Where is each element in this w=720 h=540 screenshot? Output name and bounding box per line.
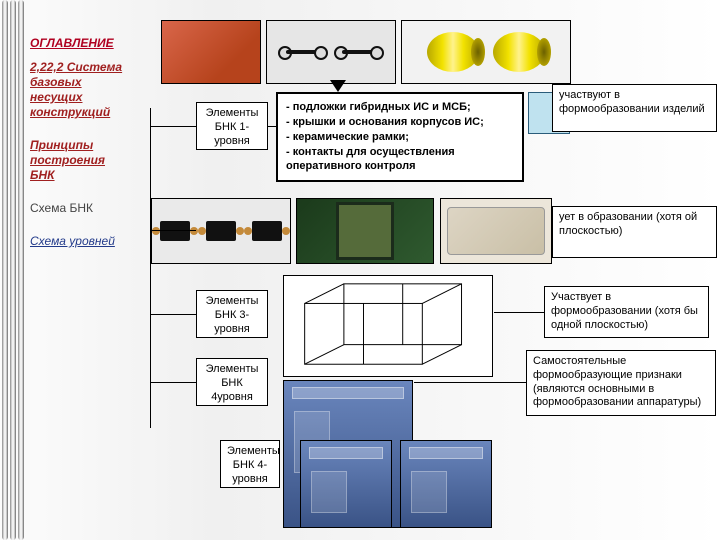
callout-bullets: - подложки гибридных ИС и МСБ; - крышки … xyxy=(276,92,524,182)
desc-top: участвуют в формообразовании изделий xyxy=(552,84,717,132)
image-chips xyxy=(151,198,291,264)
axle-item xyxy=(334,41,384,63)
image-pcb xyxy=(296,198,434,264)
nav-link-schema[interactable]: Схема БНК xyxy=(30,201,130,216)
bus-to-l2 xyxy=(150,230,196,231)
desc-level4-text: Самостоятельные формообразующие признаки… xyxy=(533,355,701,408)
link-l1-callout xyxy=(268,126,276,127)
callout-line: - подложки гибридных ИС и МСБ; xyxy=(286,100,514,115)
link-l4-desc xyxy=(414,382,526,383)
axle-item xyxy=(278,41,328,63)
desc-level4: Самостоятельные формообразующие признаки… xyxy=(526,350,716,416)
level-4a-box: Элементы БНК 4уровня xyxy=(196,358,268,406)
image-drive xyxy=(440,198,552,264)
desc-top-text: участвуют в формообразовании изделий xyxy=(559,89,705,115)
nav-link-system[interactable]: 2,22,2 Система базовых несущих конструкц… xyxy=(30,60,130,120)
bga-chip xyxy=(336,202,394,260)
image-axles xyxy=(266,20,396,84)
chip xyxy=(206,221,236,241)
nav-title[interactable]: ОГЛАВЛЕНИE xyxy=(30,36,130,50)
bus-to-l3 xyxy=(150,314,196,315)
level-4b-box: Элементы БНК 4-уровня xyxy=(220,440,280,488)
level-4a-label: Элементы БНК 4уровня xyxy=(206,363,259,403)
frame3d-svg xyxy=(284,276,492,376)
callout-line: - керамические рамки; xyxy=(286,130,514,145)
level-1-label: Элементы БНК 1-уровня xyxy=(206,107,259,147)
page-root: ОГЛАВЛЕНИE 2,22,2 Система базовых несущи… xyxy=(0,0,720,540)
bus-to-l1 xyxy=(150,126,196,127)
image-cylinders xyxy=(401,20,571,84)
level-1-box: Элементы БНК 1-уровня xyxy=(196,102,268,150)
image-rack-small-2 xyxy=(400,440,492,528)
bus-vertical xyxy=(150,108,151,428)
callout-line: - контакты для осуществления оперативног… xyxy=(286,145,514,175)
bus-to-l4a xyxy=(150,382,196,383)
spine-bar xyxy=(18,0,24,540)
nav-prefix: 2,2 xyxy=(30,60,47,74)
cylinder xyxy=(427,32,479,72)
chip xyxy=(252,221,282,241)
link-l3-desc xyxy=(494,312,544,313)
desc-level2: ует в образовании (хотя ой плоскостью) xyxy=(552,206,717,258)
level-3-box: Элементы БНК 3-уровня xyxy=(196,290,268,338)
spine-bar xyxy=(2,0,8,540)
image-3d-frame xyxy=(283,275,493,377)
nav-link-levels[interactable]: Схема уровней xyxy=(30,234,130,249)
level-3-label: Элементы БНК 3-уровня xyxy=(206,295,259,335)
image-rack-small-1 xyxy=(300,440,392,528)
cylinder xyxy=(493,32,545,72)
desc-level3: Участвует в формообразовании (хотя бы од… xyxy=(544,286,709,338)
desc-level2-text: ует в образовании (хотя ой плоскостью) xyxy=(559,211,697,237)
spine-bar xyxy=(10,0,16,540)
arrow-down xyxy=(330,80,346,92)
spine-bars xyxy=(0,0,30,540)
image-probe xyxy=(161,20,261,84)
sidebar: ОГЛАВЛЕНИE 2,22,2 Система базовых несущи… xyxy=(30,36,130,267)
chip xyxy=(160,221,190,241)
level-4b-label: Элементы БНК 4-уровня xyxy=(227,445,280,485)
nav-link-principles[interactable]: Принципы построения БНК xyxy=(30,138,130,183)
desc-level3-text: Участвует в формообразовании (хотя бы од… xyxy=(551,291,698,331)
callout-line: - крышки и основания корпусов ИС; xyxy=(286,115,514,130)
